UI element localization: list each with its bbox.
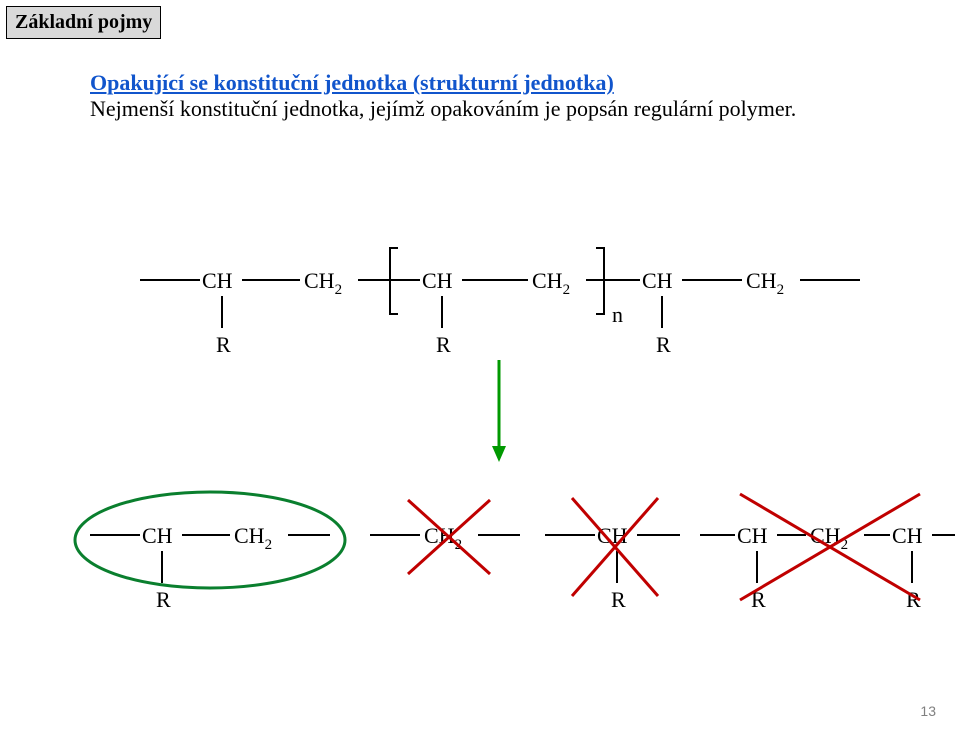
svg-text:CH: CH bbox=[892, 523, 923, 548]
n-label: n bbox=[612, 302, 623, 327]
ch-label-3: CH bbox=[642, 268, 673, 293]
svg-text:CH2: CH2 bbox=[424, 523, 462, 553]
svg-text:CH2: CH2 bbox=[234, 523, 272, 553]
r-label-2: R bbox=[436, 332, 451, 357]
chain-labels: CH CH2 CH CH2 CH CH2 R R R n bbox=[202, 268, 784, 357]
diagram-svg: CH CH2 CH CH2 CH CH2 R R R n bbox=[0, 0, 960, 733]
r-label-3: R bbox=[656, 332, 671, 357]
svg-text:R: R bbox=[156, 587, 171, 612]
svg-text:R: R bbox=[611, 587, 626, 612]
page-number: 13 bbox=[920, 703, 936, 719]
fragment-2: CH2 bbox=[370, 500, 520, 574]
arrow-icon bbox=[492, 360, 506, 462]
ch2-label: CH2 bbox=[304, 268, 342, 298]
fragment-4: CH CH2 CH R R bbox=[700, 494, 955, 612]
cross-icon-2 bbox=[572, 498, 658, 596]
ellipse-highlight bbox=[75, 492, 345, 588]
svg-text:CH: CH bbox=[142, 523, 173, 548]
ch-label: CH bbox=[202, 268, 233, 293]
fragment-3: CH R bbox=[545, 498, 680, 612]
fragment-1: CH CH2 R bbox=[75, 492, 345, 612]
r-label-1: R bbox=[216, 332, 231, 357]
slide-canvas: Základní pojmy Opakující se konstituční … bbox=[0, 0, 960, 733]
svg-text:CH: CH bbox=[737, 523, 768, 548]
cross-icon bbox=[408, 500, 490, 574]
ch2-label-2: CH2 bbox=[532, 268, 570, 298]
ch-label-2: CH bbox=[422, 268, 453, 293]
ch2-label-3: CH2 bbox=[746, 268, 784, 298]
